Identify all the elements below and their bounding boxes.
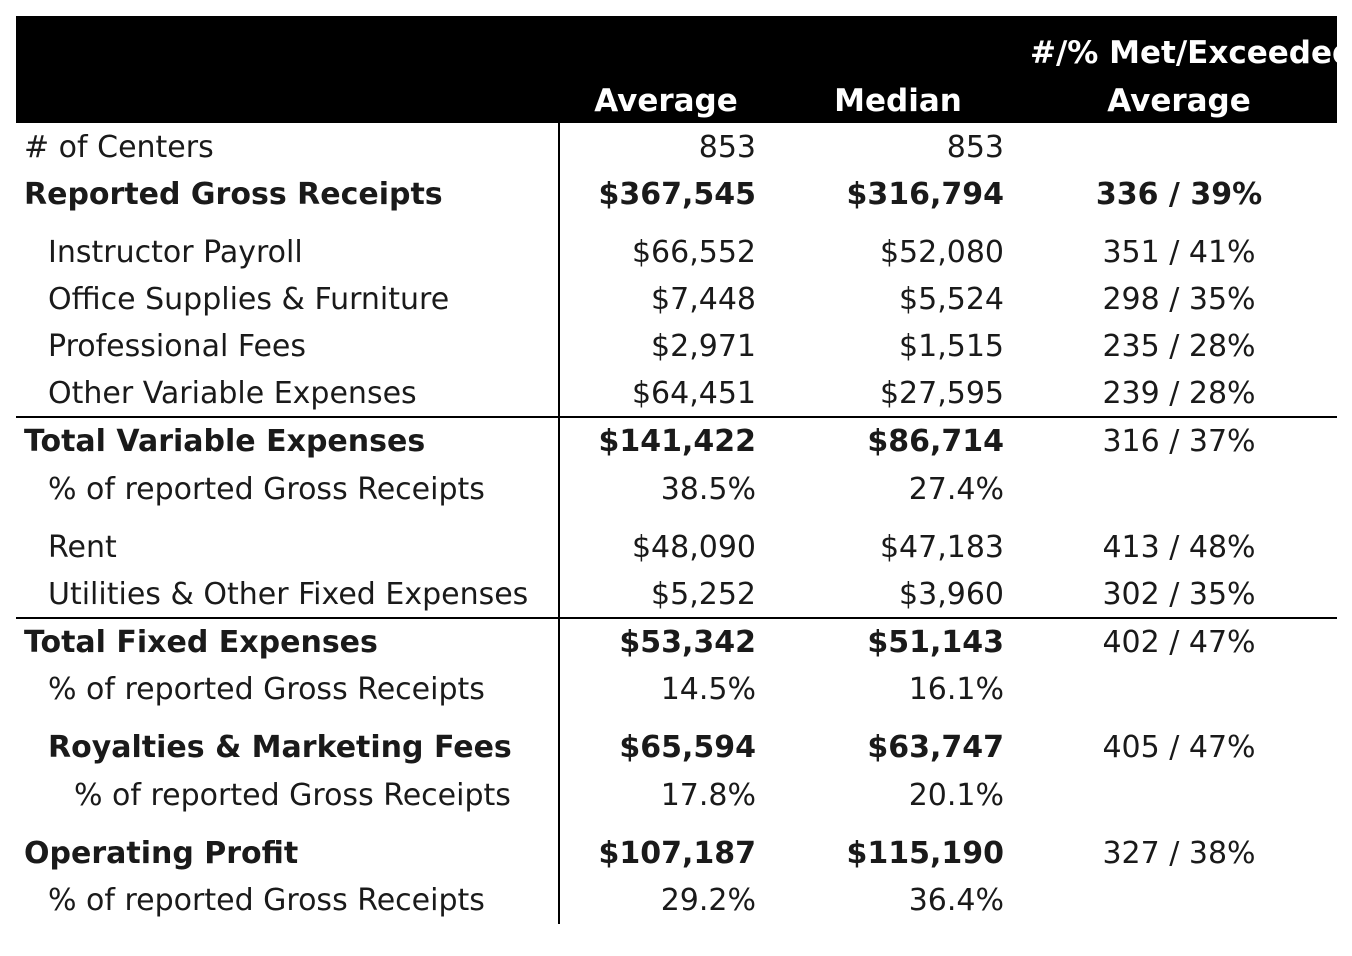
row-met: 402 / 47% (1102, 625, 1256, 660)
table-row: Office Supplies & Furniture $7,448 $5,52… (0, 276, 1352, 323)
row-average: $107,187 (598, 836, 756, 871)
row-met: 235 / 28% (1102, 329, 1256, 364)
row-met: 405 / 47% (1102, 730, 1256, 765)
row-average: $66,552 (631, 235, 756, 270)
row-met: 316 / 37% (1102, 424, 1256, 459)
row-average: $48,090 (631, 530, 756, 565)
row-median: $51,143 (867, 625, 1004, 660)
row-average: 38.5% (660, 472, 756, 507)
row-met: 351 / 41% (1102, 235, 1256, 270)
row-average: $64,451 (631, 376, 756, 411)
row-median: 853 (946, 130, 1004, 165)
row-label: Royalties & Marketing Fees (48, 730, 512, 765)
row-median: $3,960 (899, 577, 1004, 612)
row-label: Office Supplies & Furniture (48, 282, 450, 317)
row-average: $53,342 (619, 625, 756, 660)
row-label: % of reported Gross Receipts (48, 883, 485, 918)
table-row: Utilities & Other Fixed Expenses $5,252 … (0, 571, 1352, 618)
row-median: $27,595 (879, 376, 1004, 411)
row-met: 336 / 39% (1095, 177, 1263, 212)
table-header (16, 16, 1337, 123)
row-divider (16, 416, 1337, 418)
row-median: 36.4% (908, 883, 1004, 918)
row-label: Rent (48, 530, 117, 565)
row-label: % of reported Gross Receipts (48, 672, 485, 707)
table-row: Total Variable Expenses $141,422 $86,714… (0, 418, 1352, 465)
table-row: Other Variable Expenses $64,451 $27,595 … (0, 370, 1352, 417)
row-average: $367,545 (598, 177, 756, 212)
table-row: Rent $48,090 $47,183 413 / 48% (0, 524, 1352, 571)
row-label: Reported Gross Receipts (24, 177, 443, 212)
row-average: $141,422 (598, 424, 756, 459)
row-average: 29.2% (660, 883, 756, 918)
row-divider (16, 617, 1337, 619)
table-row: Instructor Payroll $66,552 $52,080 351 /… (0, 229, 1352, 276)
row-average: 853 (698, 130, 756, 165)
row-average: $7,448 (651, 282, 756, 317)
table-row: Reported Gross Receipts $367,545 $316,79… (0, 171, 1352, 218)
table-row: Total Fixed Expenses $53,342 $51,143 402… (0, 619, 1352, 666)
row-met: 327 / 38% (1102, 836, 1256, 871)
row-label: # of Centers (24, 130, 214, 165)
row-median: 20.1% (908, 778, 1004, 813)
row-label: Other Variable Expenses (48, 376, 417, 411)
row-label: Instructor Payroll (48, 235, 303, 270)
header-average: Average (594, 83, 738, 119)
row-median: $5,524 (899, 282, 1004, 317)
row-met: 302 / 35% (1102, 577, 1256, 612)
row-median: $47,183 (879, 530, 1004, 565)
row-label: Operating Profit (24, 836, 299, 871)
row-met: 413 / 48% (1102, 530, 1256, 565)
row-average: 14.5% (660, 672, 756, 707)
table-row: # of Centers 853 853 (0, 124, 1352, 171)
table-row: Operating Profit $107,187 $115,190 327 /… (0, 830, 1352, 877)
row-average: $65,594 (619, 730, 756, 765)
table-row: Royalties & Marketing Fees $65,594 $63,7… (0, 724, 1352, 771)
row-median: 27.4% (908, 472, 1004, 507)
table-row: % of reported Gross Receipts 38.5% 27.4% (0, 466, 1352, 513)
table-row: % of reported Gross Receipts 29.2% 36.4% (0, 877, 1352, 924)
row-median: $1,515 (899, 329, 1004, 364)
column-divider (558, 123, 560, 924)
table-row: % of reported Gross Receipts 17.8% 20.1% (0, 772, 1352, 819)
row-median: 16.1% (908, 672, 1004, 707)
table-row: % of reported Gross Receipts 14.5% 16.1% (0, 666, 1352, 713)
row-median: $316,794 (846, 177, 1004, 212)
row-label: % of reported Gross Receipts (48, 472, 485, 507)
header-median: Median (834, 83, 962, 119)
row-median: $115,190 (846, 836, 1004, 871)
row-average: $2,971 (651, 329, 756, 364)
header-met-line2: Average (1107, 83, 1251, 119)
row-label: % of reported Gross Receipts (74, 778, 511, 813)
row-label: Total Fixed Expenses (24, 625, 378, 660)
row-label: Professional Fees (48, 329, 306, 364)
row-median: $52,080 (879, 235, 1004, 270)
row-label: Utilities & Other Fixed Expenses (48, 577, 529, 612)
row-met: 239 / 28% (1102, 376, 1256, 411)
row-label: Total Variable Expenses (24, 424, 426, 459)
row-median: $86,714 (867, 424, 1004, 459)
row-met: 298 / 35% (1102, 282, 1256, 317)
row-average: $5,252 (651, 577, 756, 612)
table-row: Professional Fees $2,971 $1,515 235 / 28… (0, 323, 1352, 370)
row-median: $63,747 (867, 730, 1004, 765)
header-met-line1: #/% Met/Exceeded (1030, 35, 1352, 71)
row-average: 17.8% (660, 778, 756, 813)
